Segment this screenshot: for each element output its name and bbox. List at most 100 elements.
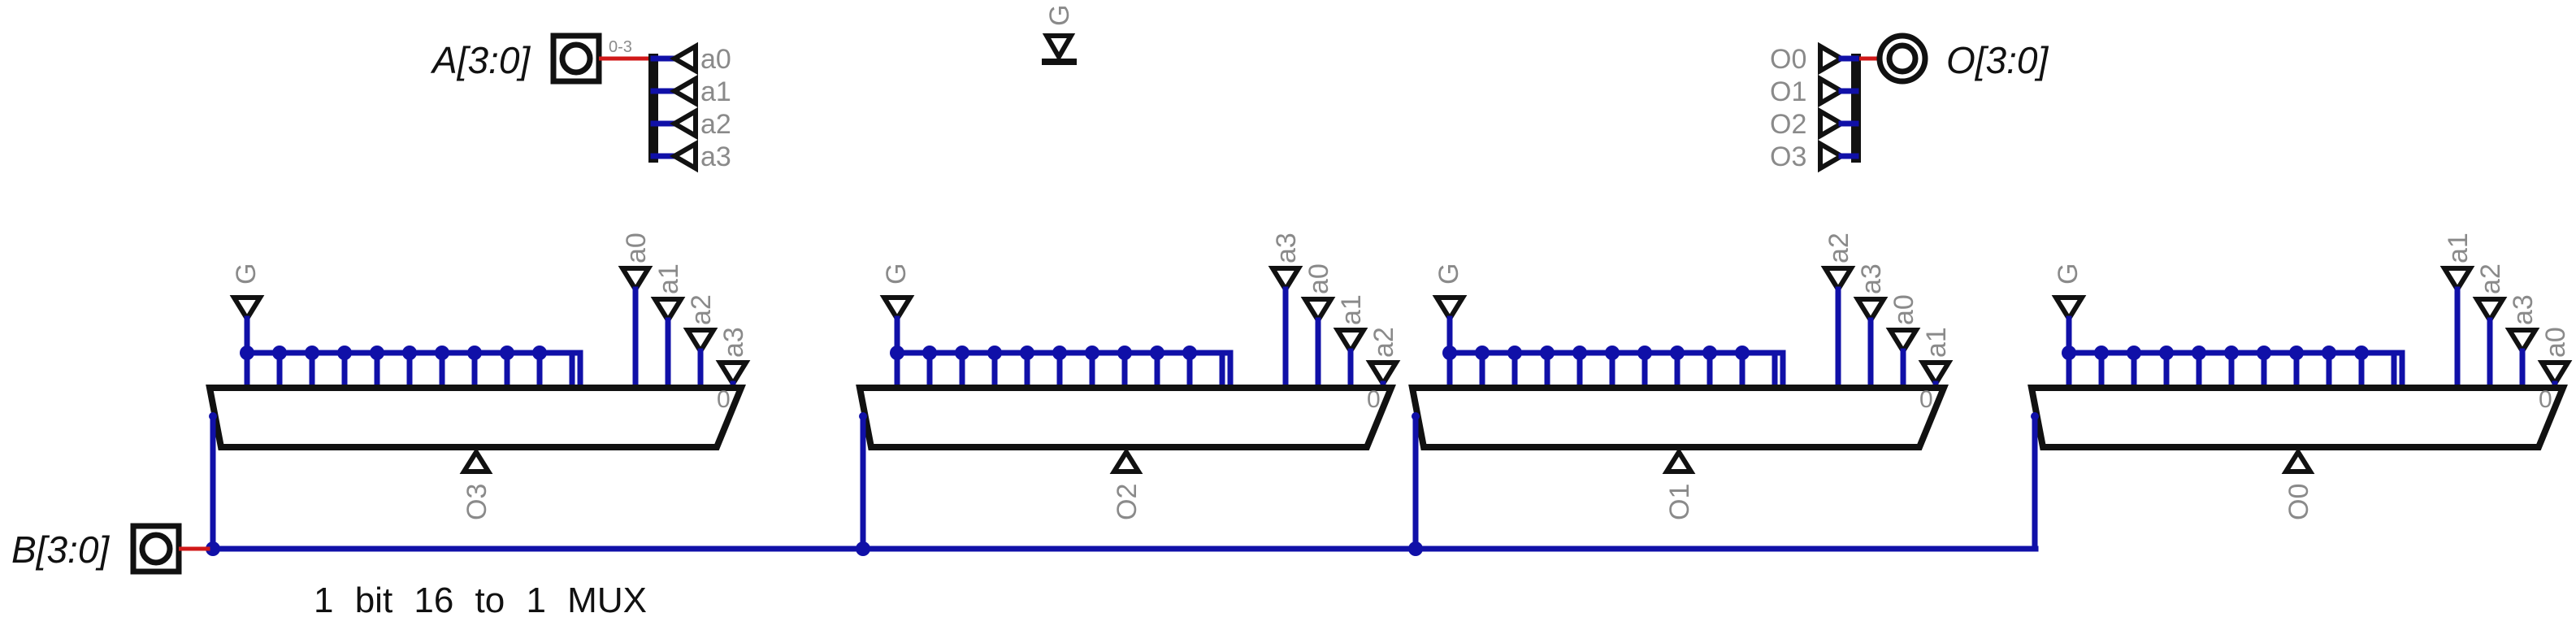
pin-a-label: A[3:0] (430, 39, 531, 81)
splitter-a-range: 0-3 (609, 38, 632, 56)
splitter-o-tunnel-2 (1818, 107, 1847, 141)
mux-2-select-tunnel-2 (1885, 328, 1921, 356)
mux-3-junction-6 (2257, 346, 2271, 360)
mux-2-select-label-3: a1 (1921, 327, 1952, 358)
mux-1-junction-0 (890, 346, 904, 360)
mux-0-select-label-2: a2 (686, 294, 717, 325)
mux-2-junction-0 (1442, 346, 1457, 360)
mux-1-input-zero: 0 (1367, 386, 1381, 413)
mux-0-output-label: O3 (462, 484, 492, 520)
mux-3-junction-2 (2127, 346, 2141, 360)
mux-1-select-tunnel-3 (1365, 360, 1401, 389)
g-tunnel-triangle[interactable] (1042, 33, 1076, 63)
mux-0-junction-6 (435, 346, 449, 360)
mux-2-select-label-0: a2 (1824, 233, 1854, 263)
mux-3-select-label-2: a3 (2508, 294, 2539, 325)
mux-2-junction-8 (1702, 346, 1717, 360)
pin-b-ring (139, 532, 173, 566)
pin-o-ring (1886, 42, 1919, 75)
mux-1-enable-label: G (881, 263, 912, 285)
mux-3-bus-entry (2031, 412, 2039, 420)
mux-0-input-zero: 0 (717, 386, 731, 413)
splitter-o-tap-label-2: O2 (1770, 109, 1806, 140)
pin-o-label: O[3:0] (1946, 39, 2049, 81)
mux-3-junction-0 (2062, 346, 2076, 360)
mux-0-select-label-1: a1 (653, 263, 684, 294)
splitter-a-tunnel-0 (669, 41, 698, 76)
mux-3-junction-1 (2094, 346, 2109, 360)
splitter-o-tunnel-3 (1818, 139, 1847, 173)
mux-3-junction-5 (2224, 346, 2239, 360)
mux-2-junction-2 (1507, 346, 1522, 360)
mux-3-select-label-0: a1 (2443, 233, 2474, 263)
mux-1-junction-1 (922, 346, 937, 360)
mux-3-junction-8 (2322, 346, 2336, 360)
mux-1-select-tunnel-0 (1268, 266, 1303, 294)
mux-0-junction-0 (240, 346, 254, 360)
mux-3-body (2027, 385, 2568, 450)
mux-1-select-label-2: a1 (1336, 294, 1367, 325)
pin-b-label: B[3:0] (11, 528, 110, 571)
mux-3-junction-7 (2289, 346, 2304, 360)
splitter-o-tunnel-1 (1818, 74, 1847, 108)
splitter-a-tunnel-1 (669, 74, 698, 108)
mux-0-enable-tunnel (229, 295, 265, 324)
mux-2-enable-label: G (1433, 263, 1464, 285)
mux-2-output-tunnel (1662, 447, 1696, 474)
mux-1-select-label-1: a0 (1303, 263, 1334, 294)
mux-3-junction-9 (2354, 346, 2369, 360)
mux-0-junction-3 (337, 346, 352, 360)
mux-0-junction-2 (305, 346, 319, 360)
mux-2-select-tunnel-0 (1820, 266, 1856, 294)
mux-2-junction-1 (1475, 346, 1490, 360)
mux-2-select-label-1: a3 (1856, 263, 1887, 294)
mux-3-select-tunnel-0 (2439, 266, 2475, 294)
mux-0-junction-7 (467, 346, 482, 360)
mux-3-enable-label: G (2053, 263, 2084, 285)
mux-1-output-tunnel (1109, 447, 1143, 474)
mux-2-input-zero: 0 (1919, 386, 1933, 413)
mux-2-output-label: O1 (1664, 484, 1695, 520)
mux-0-select-tunnel-3 (715, 360, 751, 389)
splitter-a-tunnel-3 (669, 139, 698, 173)
mux-1-enable-tunnel (879, 295, 915, 324)
g-tunnel-label: G (1044, 5, 1075, 26)
mux-3-select-tunnel-3 (2537, 360, 2573, 389)
mux-2-junction-4 (1572, 346, 1587, 360)
mux-1-junction-4 (1020, 346, 1034, 360)
splitter-o-tap-label-3: O3 (1770, 141, 1806, 172)
mux-1-select-label-3: a2 (1368, 327, 1399, 358)
mux-1-junction-7 (1117, 346, 1132, 360)
mux-0-select-tunnel-2 (683, 328, 718, 356)
mux-1-junction-3 (987, 346, 1002, 360)
splitter-a-tap-label-1: a1 (700, 76, 731, 107)
mux-0-junction-1 (272, 346, 287, 360)
pin-o[interactable] (1876, 33, 1928, 85)
mux-3-select-label-3: a0 (2540, 327, 2571, 358)
mux-0-select-label-0: a0 (621, 233, 652, 263)
mux-3-enable-tunnel (2051, 295, 2087, 324)
mux-3-select-tunnel-1 (2472, 297, 2508, 325)
mux-3-select-tunnel-2 (2504, 328, 2540, 356)
mux-3-select-label-1: a2 (2475, 263, 2506, 294)
mux-2-bus-entry (1412, 412, 1420, 420)
mux-1-junction-5 (1052, 346, 1067, 360)
mux-0-junction-9 (532, 346, 547, 360)
pin-b-group: B[3:0] (11, 523, 2039, 575)
splitter-o-tunnel-0 (1818, 41, 1847, 76)
mux-1-output-label: O2 (1112, 484, 1143, 520)
mux-3-output-tunnel (2281, 447, 2315, 474)
splitter-o-tap-label-0: O0 (1770, 44, 1806, 75)
mux-2-junction-5 (1605, 346, 1620, 360)
mux-0-junction-8 (500, 346, 514, 360)
mux-2-select-tunnel-1 (1853, 297, 1889, 325)
mux-2-body (1408, 385, 1949, 450)
mux-1-select-label-0: a3 (1271, 233, 1302, 263)
g-tunnel-group: G (1042, 5, 1077, 65)
